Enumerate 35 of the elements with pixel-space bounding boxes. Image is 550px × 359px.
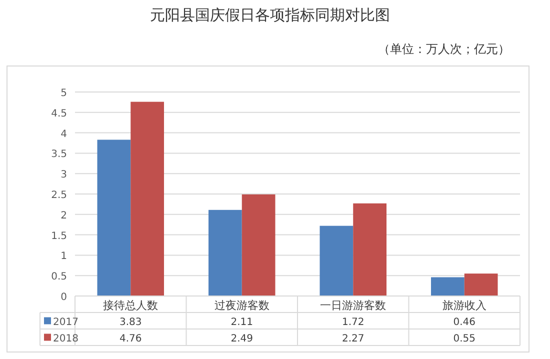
y-tick-label: 2.5 (51, 190, 67, 201)
y-tick-label: 3.5 (51, 149, 67, 160)
bar (464, 274, 498, 296)
y-tick-label: 5 (60, 88, 67, 99)
x-tick-label: 旅游收入 (442, 299, 486, 312)
legend-label: 2017 (53, 316, 78, 328)
data-label: 2.27 (342, 333, 364, 344)
data-label: 4.76 (119, 333, 142, 344)
bar (431, 277, 464, 296)
data-label: 0.46 (453, 316, 476, 328)
y-tick-label: 0.5 (51, 272, 67, 283)
bar (208, 210, 242, 296)
y-tick-label: 4 (60, 128, 67, 140)
y-tick-label: 3 (60, 170, 67, 181)
bar (97, 140, 131, 296)
data-label: 3.83 (119, 316, 142, 328)
x-tick-label: 过夜游客数 (214, 299, 270, 312)
x-tick-label: 一日游游客数 (320, 299, 386, 312)
data-label: 2.11 (230, 316, 254, 328)
chart-subtitle: （单位：万人次；亿元） (378, 42, 510, 56)
y-tick-label: 4.5 (51, 108, 67, 120)
data-label: 2.49 (230, 333, 254, 344)
y-tick-label: 1 (60, 251, 67, 262)
x-tick-label: 接待总人数 (103, 299, 158, 312)
chart-title: 元阳县国庆假日各项指标同期对比图 (150, 6, 390, 24)
data-label: 1.72 (342, 316, 364, 328)
y-tick-label: 1.5 (51, 230, 67, 242)
bar (130, 102, 164, 296)
bar (242, 194, 276, 296)
bar (353, 203, 386, 296)
y-tick-label: 2 (60, 210, 67, 222)
data-label: 0.55 (453, 333, 476, 344)
legend-label: 2018 (53, 333, 78, 344)
y-tick-label: 0 (60, 292, 67, 303)
bar (320, 226, 354, 296)
